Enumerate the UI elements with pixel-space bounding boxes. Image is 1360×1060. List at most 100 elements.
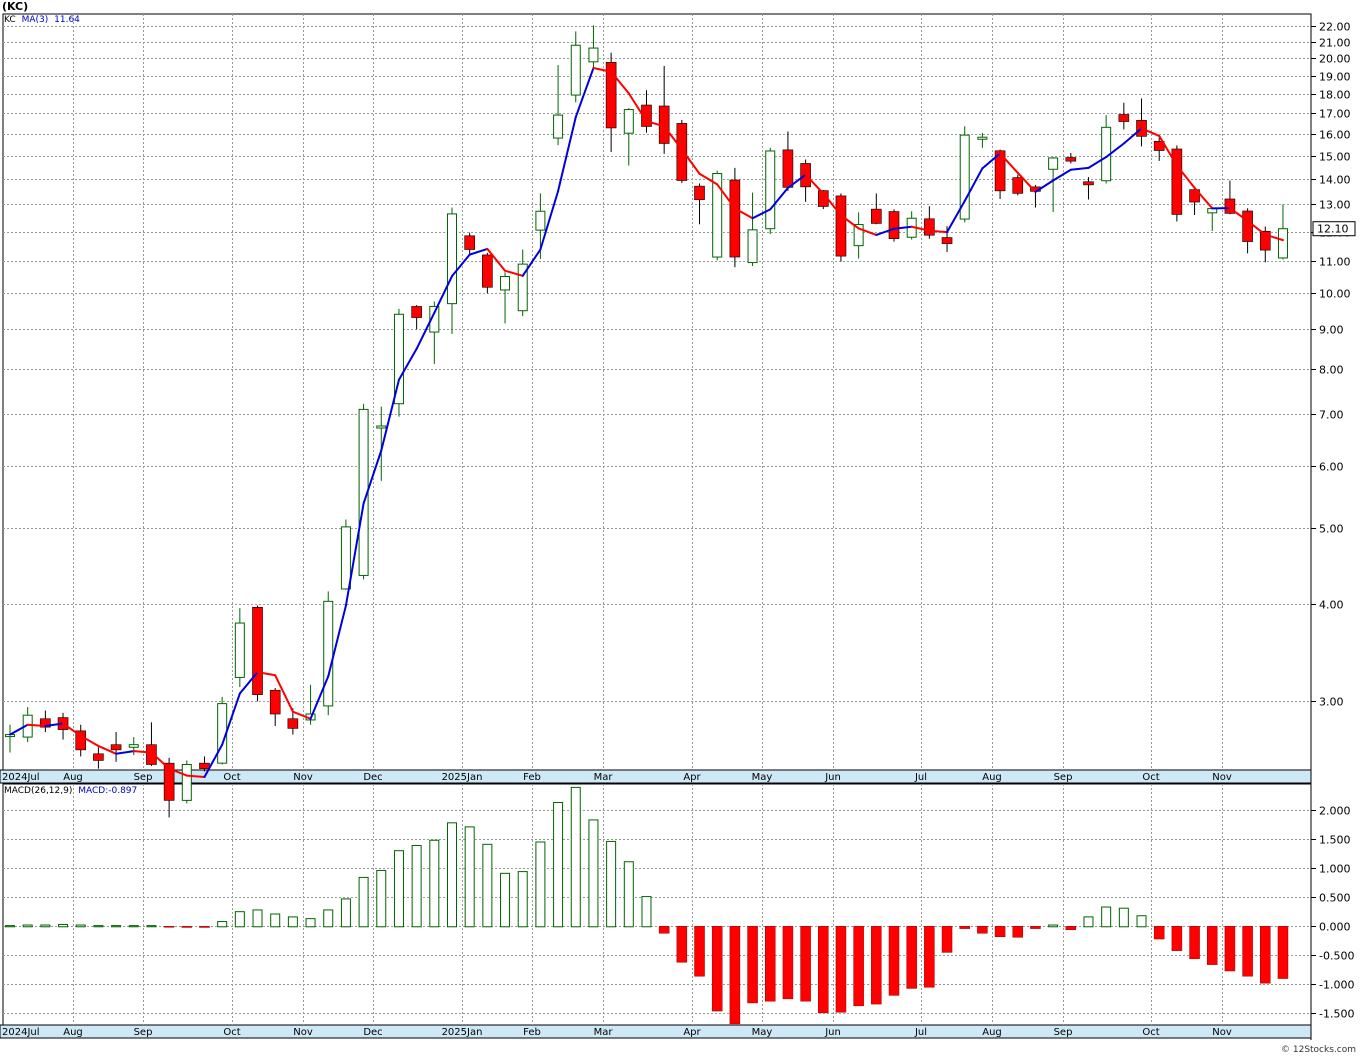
macd-bar [1172, 926, 1182, 950]
price-candle [730, 168, 740, 267]
price-month-label: Oct [1142, 772, 1159, 783]
macd-month-band [0, 1025, 1311, 1038]
price-tick-label: 15.00 [1319, 151, 1351, 164]
price-tick-label: 8.00 [1319, 364, 1344, 377]
price-tick-label: 9.00 [1319, 324, 1344, 337]
macd-tick-label: 2.000 [1319, 805, 1351, 818]
macd-legend: MACD(26,12,9) MACD:-0.897 [4, 786, 137, 796]
macd-bar [288, 917, 297, 927]
macd-bar [783, 926, 793, 999]
candle-body [1013, 178, 1023, 194]
price-legend: KC MA(3) 11.64 [4, 15, 80, 25]
macd-month-label: Oct [1142, 1027, 1159, 1038]
macd-bar [1013, 926, 1023, 937]
macd-bar [960, 926, 970, 928]
macd-bar [818, 926, 828, 1013]
price-month-label: Mar [594, 772, 614, 783]
macd-bar [271, 914, 280, 927]
ma-line-segment [28, 725, 46, 726]
price-month-label: May [752, 772, 773, 783]
macd-bar [465, 827, 474, 927]
macd-tick-label: 0.500 [1319, 892, 1351, 905]
candle-body [288, 719, 298, 729]
price-tick-label: 22.00 [1319, 21, 1351, 34]
macd-month-label: Sep [134, 1027, 153, 1038]
macd-bar [518, 872, 527, 927]
price-tick-label: 14.00 [1319, 174, 1351, 187]
candle-body [554, 115, 563, 138]
macd-bar [1066, 926, 1076, 929]
price-month-label: Aug [982, 772, 1002, 783]
macd-bar [765, 926, 775, 1001]
macd-bar [412, 845, 421, 926]
price-candle [482, 253, 492, 294]
price-candle [218, 697, 227, 765]
macd-bar [76, 925, 85, 927]
macd-bar [730, 926, 740, 1024]
macd-bar [836, 926, 846, 1012]
candle-body [1066, 157, 1076, 161]
macd-month-label: Sep [1054, 1027, 1073, 1038]
chart-title: (KC) [2, 0, 28, 13]
macd-bar [341, 899, 350, 927]
macd-legend-value: MACD:-0.897 [78, 786, 137, 796]
price-candle [253, 606, 263, 702]
ma-line-segment [187, 776, 205, 777]
candle-body [677, 123, 687, 180]
macd-month-label: 2025Jan [442, 1027, 483, 1038]
price-candle [341, 520, 350, 590]
macd-month-label: 2024Jul [2, 1027, 40, 1038]
macd-bar [129, 926, 138, 927]
candle-body [270, 690, 280, 714]
macd-bar [1225, 926, 1235, 971]
macd-bar [394, 851, 403, 927]
price-month-label: Jul [914, 772, 927, 783]
macd-bar [995, 926, 1005, 936]
price-tick-label: 6.00 [1319, 461, 1344, 474]
ma-line-segment [929, 231, 947, 232]
macd-month-label: Mar [594, 1027, 614, 1038]
macd-bar [942, 926, 952, 952]
macd-bar [430, 840, 439, 927]
price-candle [182, 760, 191, 803]
candle-body [695, 186, 705, 200]
candle-body [501, 276, 510, 289]
candle-body [93, 754, 103, 761]
price-tick-label: 18.00 [1319, 89, 1351, 102]
macd-bar [1207, 926, 1217, 964]
macd-month-label: Aug [63, 1027, 83, 1038]
price-month-label: 2024Jul [2, 772, 40, 783]
candle-body [111, 745, 121, 750]
macd-bar [1049, 925, 1058, 927]
candle-body [199, 763, 209, 768]
macd-month-label: May [752, 1027, 773, 1038]
macd-bar [147, 926, 156, 927]
price-tick-label: 11.00 [1319, 256, 1351, 269]
price-tick-label: 20.00 [1319, 53, 1351, 66]
macd-tick-label: 1.500 [1319, 834, 1351, 847]
price-legend-ma: MA(3) [22, 15, 49, 25]
candle-body [377, 426, 386, 428]
macd-tick-label: 0.000 [1319, 921, 1351, 934]
candle-body [978, 137, 987, 139]
macd-bar [235, 912, 244, 927]
site-credit: © 12Stocks.com [1281, 1045, 1356, 1055]
macd-bar [871, 926, 881, 1004]
price-tick-label: 19.00 [1319, 71, 1351, 84]
macd-bar [199, 926, 209, 927]
candle-body [1243, 211, 1253, 242]
candle-body [1049, 158, 1058, 169]
macd-bar [589, 820, 598, 927]
macd-panel-frame [3, 784, 1311, 1025]
candle-body [536, 211, 545, 230]
candle-body [235, 623, 244, 677]
macd-bar [659, 926, 669, 933]
macd-month-label: Dec [363, 1027, 382, 1038]
candle-body [836, 196, 846, 256]
price-legend-ma-value: 11.64 [54, 15, 80, 25]
price-month-label: Nov [1212, 772, 1232, 783]
candle-body [482, 255, 492, 287]
macd-month-label: Apr [683, 1027, 701, 1038]
price-tick-label: 10.00 [1319, 288, 1351, 301]
